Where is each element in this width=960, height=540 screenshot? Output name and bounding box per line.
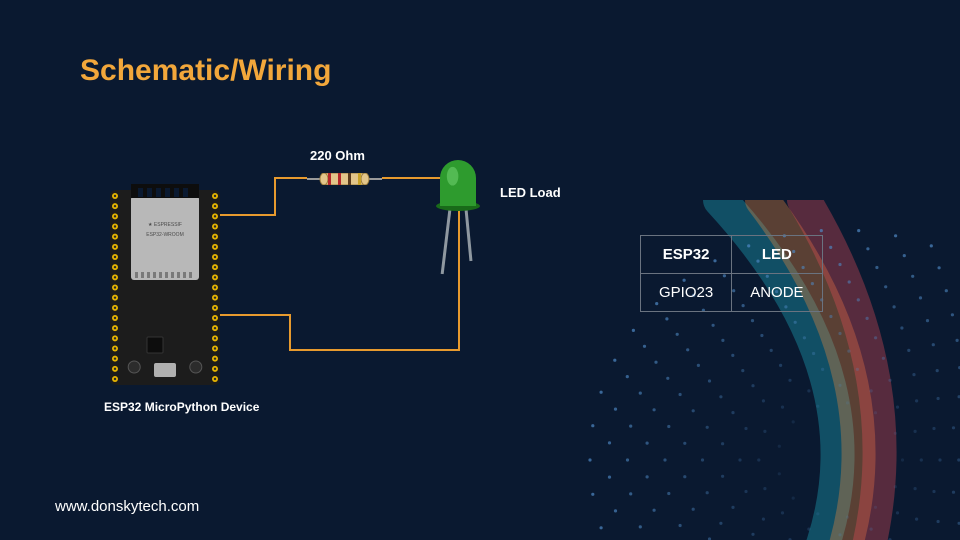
svg-text:★ ESPRESSIF: ★ ESPRESSIF [148,222,182,228]
pinout-table: ESP32 LED GPIO23 ANODE [640,235,823,312]
label-device: ESP32 MicroPython Device [104,400,259,414]
slide: Schematic/Wiring ★ ESPRESSIF ESP32-WROOM [0,0,960,540]
table-row: GPIO23 ANODE [641,274,823,312]
table-header-led: LED [732,236,822,274]
esp32-board: ★ ESPRESSIF ESP32-WROOM [110,190,220,385]
slide-title: Schematic/Wiring [80,54,331,88]
label-led: LED Load [500,185,561,200]
label-resistor: 220 Ohm [310,148,365,163]
table-cell-led: ANODE [732,274,822,312]
table-header-esp32: ESP32 [641,236,732,274]
svg-text:ESP32-WROOM: ESP32-WROOM [146,232,184,238]
led-component [432,160,484,281]
table-cell-pin: GPIO23 [641,274,732,312]
resistor-220ohm [307,172,382,190]
footer-url: www.donskytech.com [55,498,199,515]
